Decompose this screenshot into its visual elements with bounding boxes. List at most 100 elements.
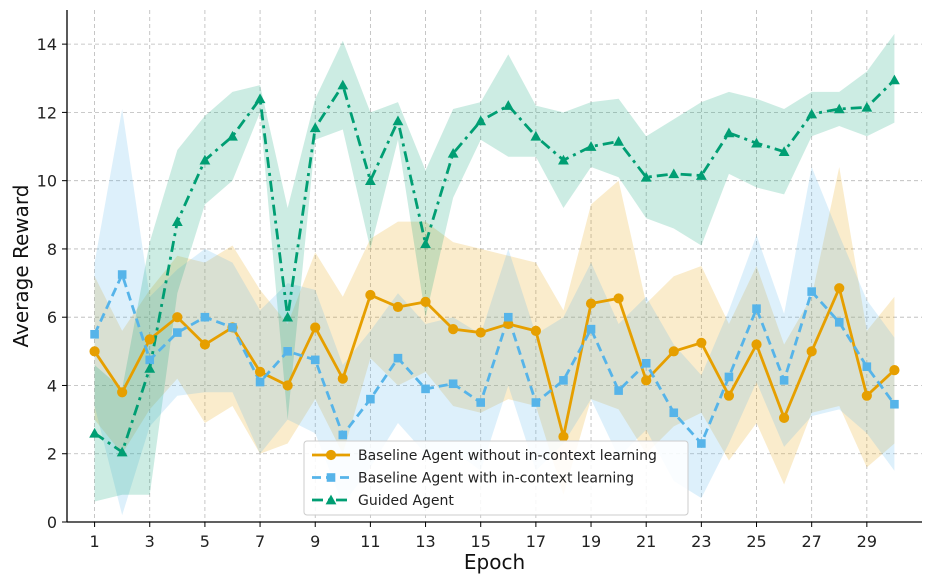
legend-marker	[325, 494, 337, 505]
series-1-point	[448, 324, 459, 335]
legend-box	[303, 440, 689, 516]
series-2-point	[338, 430, 348, 440]
y-tick-label: 0	[47, 513, 57, 532]
series-3-point	[751, 137, 762, 148]
series-3-point	[558, 154, 569, 165]
series-2-point	[200, 312, 210, 322]
series-3-point	[364, 175, 376, 185]
x-tick-label: 5	[200, 532, 210, 551]
series-2-point	[724, 372, 734, 382]
x-tick-label: 21	[636, 532, 656, 551]
series-2-point	[614, 386, 623, 395]
series-markers	[89, 74, 900, 457]
x-axis-title: Epoch	[464, 550, 525, 574]
series-1-point	[696, 337, 707, 348]
series-1-point	[475, 327, 486, 338]
series-1-point	[254, 366, 266, 377]
series-3-point	[530, 130, 542, 141]
series-1-point	[144, 334, 155, 345]
series-3-point	[723, 127, 735, 138]
series-2-point	[586, 324, 596, 334]
series-3-point	[861, 101, 873, 112]
x-tick-label: 13	[415, 532, 435, 551]
series-3-point	[585, 141, 597, 151]
series-3-point	[475, 115, 487, 126]
series-1-point	[337, 373, 348, 384]
series-2-point	[834, 318, 844, 327]
series-1-point	[778, 412, 790, 423]
series-3-point	[171, 216, 183, 226]
series-1-point	[834, 283, 845, 294]
y-tick-label: 14	[37, 35, 57, 54]
series-2-point	[862, 362, 872, 371]
x-tick-label: 17	[526, 532, 546, 551]
series-3-point	[640, 171, 652, 182]
y-tick-label: 6	[47, 308, 57, 327]
series-3-point	[309, 122, 321, 133]
series-1-point	[530, 325, 541, 336]
series-2-point	[310, 355, 320, 365]
series-1-point	[392, 301, 404, 313]
series-3-point	[447, 147, 459, 158]
series-2-point	[476, 398, 486, 407]
series-2-point	[752, 304, 761, 313]
legend-label: Guided Agent	[358, 493, 454, 509]
series-2-point	[283, 347, 292, 356]
y-tick-label: 2	[47, 445, 57, 464]
series-3-point	[833, 103, 845, 114]
x-tick-label: 1	[89, 532, 99, 551]
series-3-band	[94, 33, 895, 502]
y-axis-title: Average Reward	[9, 185, 33, 348]
series-1-point	[751, 339, 762, 350]
series-2-point	[228, 323, 237, 332]
series-2-point	[421, 384, 430, 394]
series-1-point	[668, 346, 679, 357]
x-tick-label: 27	[801, 532, 821, 551]
series-3-point	[613, 136, 625, 146]
legend-marker	[325, 449, 337, 461]
series-3-point	[282, 311, 294, 322]
series-2-point	[697, 439, 706, 448]
series-2-point	[145, 355, 155, 365]
series-1-point	[310, 322, 321, 333]
series-1-point	[365, 289, 376, 301]
series-2-point	[173, 328, 182, 337]
series-1-point	[89, 346, 100, 357]
series-2-line	[93, 273, 896, 445]
series-1-point	[558, 431, 569, 442]
series-2-point	[366, 394, 375, 404]
series-2-point	[807, 287, 816, 296]
series-1-point	[172, 312, 183, 323]
x-tick-label: 15	[471, 532, 491, 551]
series-1-point	[585, 298, 597, 309]
x-tick-label: 11	[360, 532, 380, 551]
series-1-band	[94, 167, 895, 495]
series-1-point	[282, 380, 293, 391]
series-3-point	[337, 79, 349, 90]
y-tick-label: 12	[37, 103, 57, 122]
y-tick-label: 10	[37, 172, 57, 191]
x-tick-label: 25	[746, 532, 766, 551]
series-3-point	[889, 74, 900, 85]
series-2-band	[94, 108, 895, 516]
series-1-line	[93, 286, 896, 439]
confidence-bands	[94, 33, 895, 516]
series-3-point	[668, 168, 680, 179]
x-tick-label: 9	[310, 532, 320, 551]
series-2-point	[890, 399, 899, 409]
series-2-point	[641, 358, 651, 368]
series-3-point	[144, 363, 156, 373]
series-3-point	[778, 146, 790, 156]
series-2-point	[448, 379, 458, 389]
series-1-point	[420, 296, 431, 307]
series-1-point	[806, 346, 817, 357]
series-2-point	[779, 376, 789, 385]
series-2-point	[669, 408, 679, 418]
series-2-point	[559, 376, 568, 385]
series-3-point	[502, 100, 514, 110]
series-1-point	[117, 387, 128, 398]
y-tick-label: 4	[47, 376, 57, 395]
y-tick-label: 8	[47, 240, 57, 259]
